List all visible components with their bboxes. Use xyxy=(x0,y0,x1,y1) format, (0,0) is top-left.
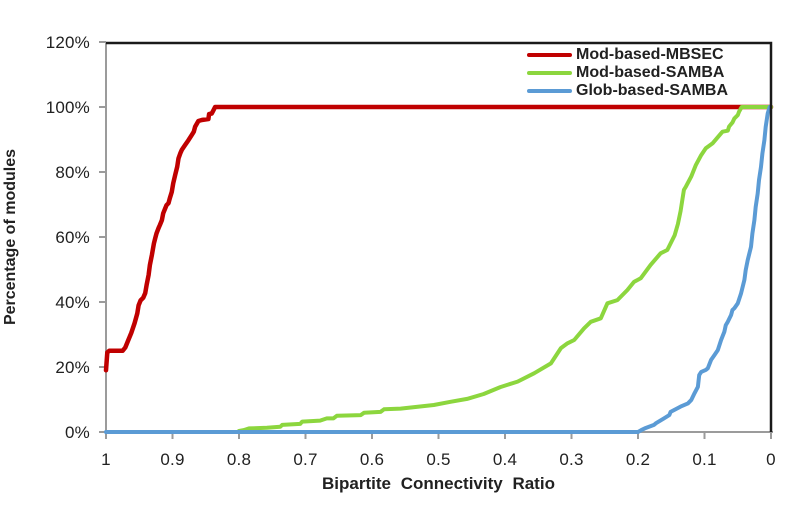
legend-item: Glob-based-SAMBA xyxy=(527,82,728,100)
series-line-mod-based-samba xyxy=(237,105,773,433)
legend-item: Mod-based-MBSEC xyxy=(527,46,728,64)
x-tick-label: 0.8 xyxy=(226,450,252,469)
x-tick-label: 0.1 xyxy=(692,450,717,469)
x-tick-label: 0.4 xyxy=(492,450,518,469)
x-tick-label: 0.9 xyxy=(160,450,185,469)
y-tick-label: 120% xyxy=(45,33,90,52)
x-tick-label: 1 xyxy=(101,450,111,469)
legend-label: Mod-based-MBSEC xyxy=(576,46,724,63)
y-tick-label: 80% xyxy=(55,163,90,182)
legend-line-swatch xyxy=(527,53,572,57)
x-tick-label: 0.2 xyxy=(625,450,651,469)
series-line-glob-based-samba xyxy=(104,105,772,434)
x-tick-label: 0.6 xyxy=(359,450,385,469)
x-tick-label: 0 xyxy=(766,450,776,469)
legend-label: Mod-based-SAMBA xyxy=(576,64,725,81)
x-tick-label: 0.7 xyxy=(293,450,318,469)
y-tick-label: 60% xyxy=(55,228,90,247)
legend-item: Mod-based-SAMBA xyxy=(527,64,728,82)
legend-line-swatch xyxy=(527,89,572,93)
y-tick-label: 40% xyxy=(55,293,90,312)
legend: Mod-based-MBSEC Mod-based-SAMBA Glob-based… xyxy=(527,46,728,100)
series-line-mod-based-mbsec xyxy=(103,104,774,373)
x-tick-label: 0.3 xyxy=(559,450,584,469)
legend-line-swatch xyxy=(527,71,572,75)
y-tick-label: 0% xyxy=(65,423,90,442)
x-tick-label: 0.5 xyxy=(426,450,451,469)
x-axis-title: Bipartite Connectivity Ratio xyxy=(322,474,555,493)
y-tick-label: 100% xyxy=(45,98,90,117)
legend-label: Glob-based-SAMBA xyxy=(576,82,728,99)
plot-border xyxy=(106,41,773,432)
y-axis-title: Percentage of modules xyxy=(2,148,19,326)
y-tick-label: 20% xyxy=(55,358,90,377)
